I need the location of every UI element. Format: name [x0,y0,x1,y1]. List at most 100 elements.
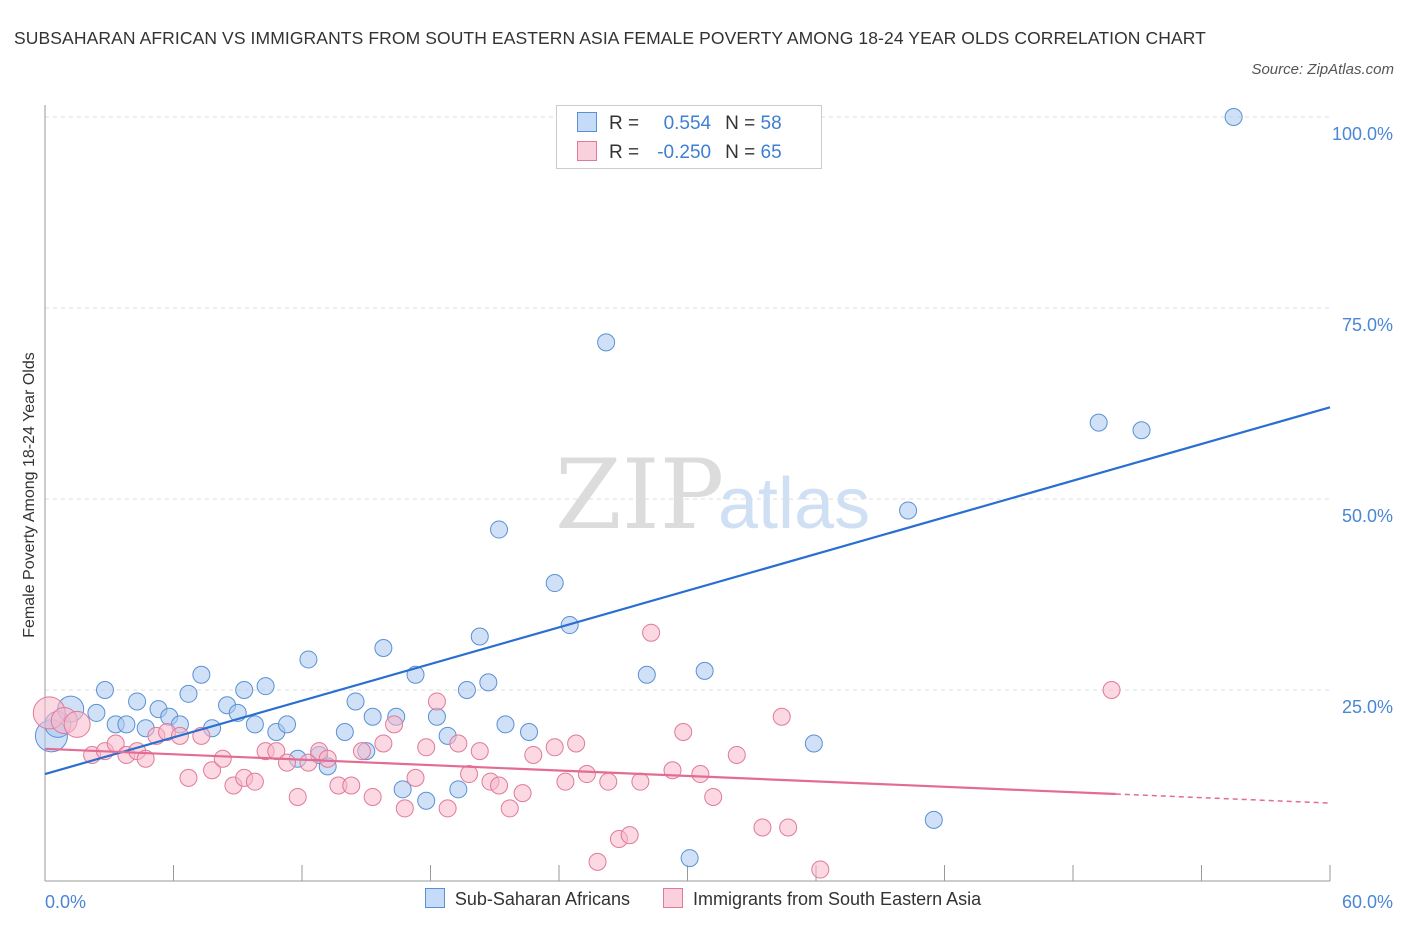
sea-point [500,799,519,818]
y-tick-label: 50.0% [1342,506,1393,526]
sea-point [203,761,222,780]
subsaharan-point [87,703,106,722]
sea-point [245,772,264,791]
watermark-atlas: atlas [718,464,870,544]
subsaharan-point [256,677,275,696]
subsaharan-point [470,627,489,646]
sea-point [395,799,414,818]
sea-point [470,742,489,761]
sea-point [342,776,361,795]
subsaharan-point [520,723,539,742]
subsaharan-point [335,723,354,742]
sea-point [772,707,791,726]
legend-swatch-subsaharan [424,888,445,908]
sea-point [577,765,596,784]
sea-point [704,787,723,806]
sea-point [318,749,337,768]
subsaharan-point [179,684,198,703]
subsaharan-point [680,849,699,868]
stats-r-label: R = [609,113,640,134]
y-tick-label: 25.0% [1342,697,1393,717]
subsaharan-point [449,780,468,799]
subsaharan-point [695,661,714,680]
stats-box: R = 0.554 N = 58 R = -0.250 N = 65 [556,105,822,169]
sea-point [556,772,575,791]
subsaharan-point [597,333,616,352]
sea-point [449,734,468,753]
subsaharan-point [346,692,365,711]
subsaharan-point [235,681,254,699]
sea-point [363,787,382,806]
sea-point [136,749,155,768]
sea-point [213,749,232,768]
subsaharan-point [804,734,823,753]
y-tick-label: 100.0% [1332,124,1393,144]
sea-point [352,742,371,761]
sea-point [179,768,198,787]
subsaharan-point [245,715,264,734]
sea-point [1102,681,1121,699]
sea-point [427,692,446,711]
sea-point [438,799,457,818]
sea-point [620,826,639,845]
legend-item-subsaharan[interactable]: Sub-Saharan Africans [424,888,630,910]
stats-n-label: N = [725,142,756,163]
sea-point [385,715,404,734]
sea-point [460,765,479,784]
stats-r-value: -0.250 [657,142,712,163]
subsaharan-point [490,520,509,539]
sea-point [599,772,618,791]
subsaharan-point [637,665,656,684]
sea-point [288,787,307,806]
x-tick-label: 0.0% [45,892,86,912]
sea-point [278,753,297,772]
stats-n-value: 58 [760,113,782,134]
chart-legend: Sub-Saharan Africans Immigrants from Sou… [0,888,1406,910]
stats-swatch-subsaharan [577,112,597,132]
subsaharan-point [393,780,412,799]
y-tick-label: 75.0% [1342,315,1393,335]
subsaharan-point [1224,108,1243,126]
chart-title: SUBSAHARAN AFRICAN VS IMMIGRANTS FROM SO… [14,28,1206,48]
legend-label-subsaharan: Sub-Saharan Africans [454,889,630,909]
sea-point [631,772,650,791]
sea-point [811,860,830,879]
sea-point [374,734,393,753]
stats-r-label: R = [609,142,640,163]
subsaharan-point [1132,421,1151,440]
subsaharan-trend-line [44,406,1331,776]
legend-item-sea[interactable]: Immigrants from South Eastern Asia [663,888,981,910]
subsaharan-point [192,665,211,684]
subsaharan-point [457,681,476,699]
sea-point [524,745,543,764]
subsaharan-point [117,715,136,734]
sea-point [753,818,772,837]
sea-trend-extension [1115,793,1331,804]
subsaharan-point [417,791,436,810]
sea-point [727,745,746,764]
subsaharan-point [427,707,446,726]
sea-point [545,738,564,757]
source-note: Source: ZipAtlas.com [1251,61,1394,78]
stats-row-subsaharan: R = 0.554 N = 58 [577,109,796,139]
sea-point [779,818,798,837]
watermark-zip: ZIP [555,439,724,551]
sea-point [299,753,318,772]
subsaharan-point [496,715,515,734]
stats-swatch-sea [577,141,597,161]
subsaharan-point [363,707,382,726]
legend-label-sea: Immigrants from South Eastern Asia [693,889,982,909]
stats-row-sea: R = -0.250 N = 65 [577,138,796,168]
sea-point [691,765,710,784]
subsaharan-point [95,681,114,699]
subsaharan-point [278,715,297,734]
sea-point [567,734,586,753]
sea-point [490,776,509,795]
sea-point [417,738,436,757]
subsaharan-point [924,810,943,829]
sea-point [63,710,91,738]
sea-point [406,768,425,787]
subsaharan-point [1089,413,1108,432]
subsaharan-point [299,650,318,669]
stats-n-label: N = [725,113,756,134]
